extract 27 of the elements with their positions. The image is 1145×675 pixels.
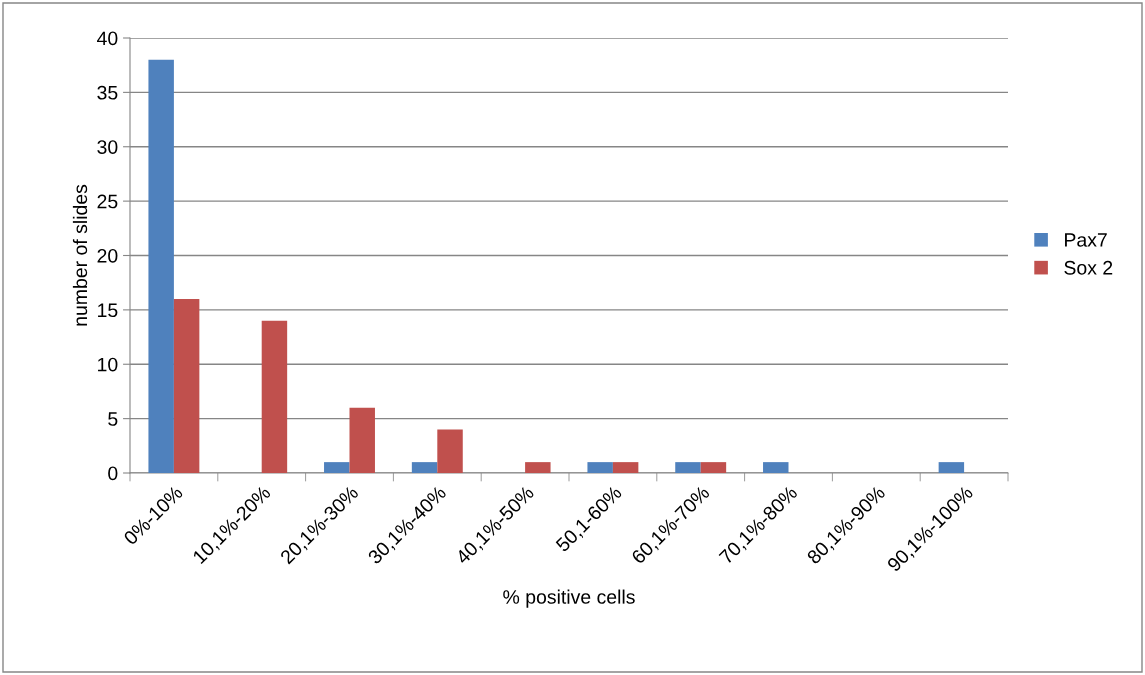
bar <box>349 407 375 473</box>
y-axis-title: number of slides <box>72 184 88 326</box>
bar <box>261 320 288 473</box>
y-tick-label: 30 <box>97 140 118 154</box>
bar <box>700 462 727 473</box>
y-tick-label: 5 <box>108 412 118 426</box>
bar <box>763 462 789 473</box>
y-tick-label: 10 <box>98 357 118 372</box>
y-tick-label: 0 <box>108 466 118 481</box>
x-axis-title: % positive cells <box>503 589 635 608</box>
y-tick-label: 35 <box>97 85 118 100</box>
y-tick-label: 20 <box>97 248 118 263</box>
legend-label: Sox 2 <box>1064 260 1113 275</box>
bar <box>612 462 639 473</box>
y-tick-label: 25 <box>97 194 118 209</box>
bar <box>411 462 438 473</box>
bar <box>938 462 965 473</box>
y-tick-label: 40 <box>97 31 118 46</box>
bar <box>525 462 551 473</box>
legend-label: Pax7 <box>1065 233 1107 247</box>
y-tick-label: 15 <box>98 303 118 318</box>
bar <box>437 429 463 473</box>
bar <box>587 462 613 473</box>
bar <box>324 462 350 473</box>
bar <box>173 299 200 473</box>
bar <box>675 462 701 473</box>
bar <box>148 59 174 473</box>
